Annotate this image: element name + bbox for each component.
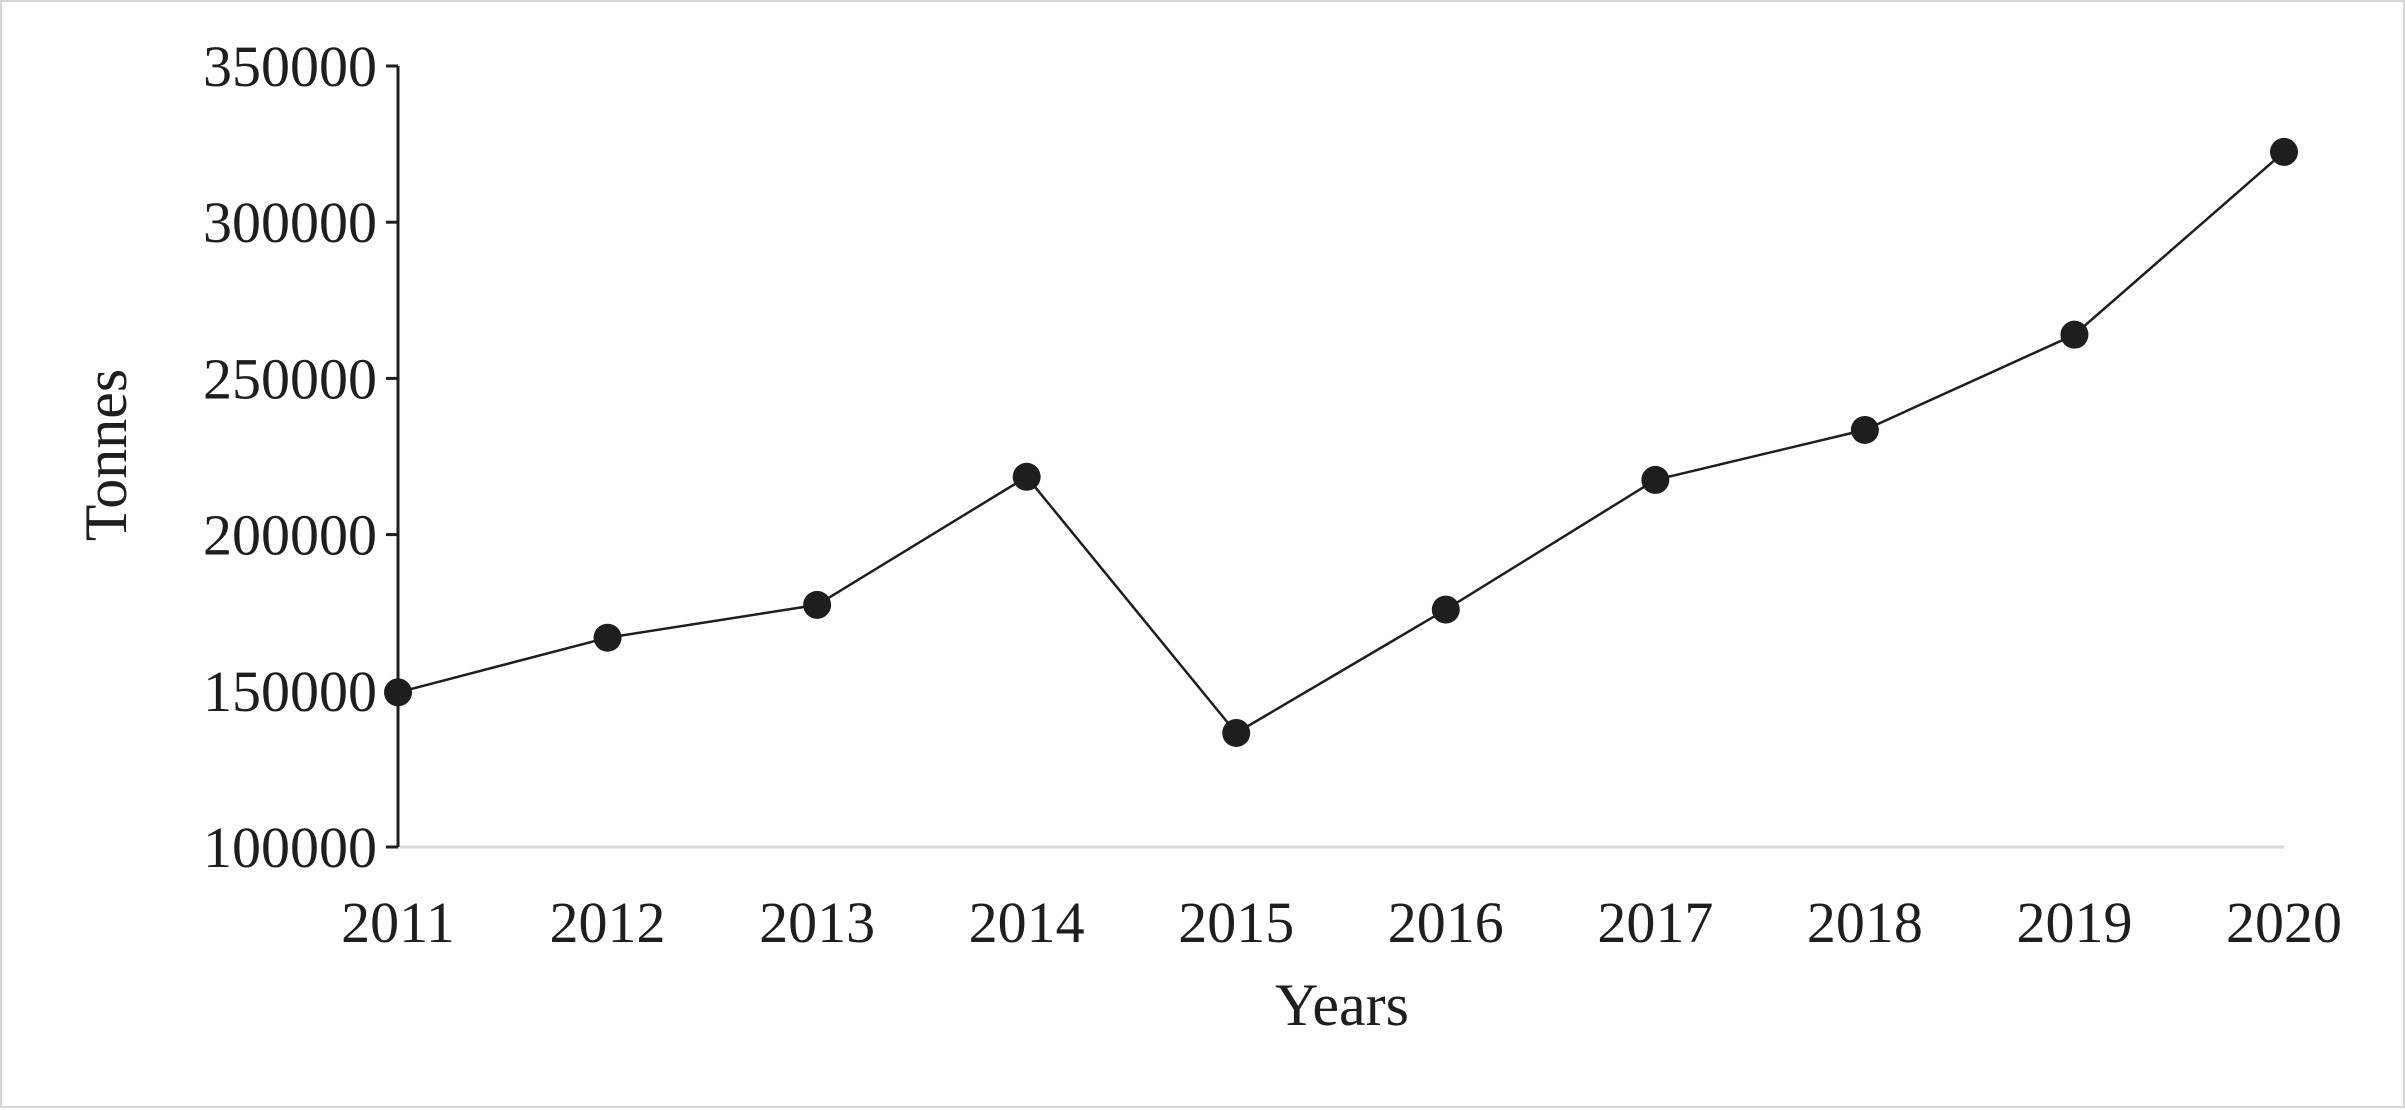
x-tick-label: 2011: [341, 890, 455, 955]
x-tick-label: 2017: [1597, 890, 1713, 955]
x-tick-label: 2014: [969, 890, 1085, 955]
data-point: [1850, 415, 1879, 444]
x-tick-label: 2019: [2016, 890, 2132, 955]
x-tick-label: 2016: [1388, 890, 1504, 955]
x-tick-label: 2012: [550, 890, 666, 955]
y-axis-title: Tonnes: [73, 369, 139, 541]
x-tick-label: 2020: [2226, 890, 2342, 955]
x-tick-labels: 2011 2012 2013 2014 2015 2016 2017 2018 2019 2020: [341, 890, 2342, 955]
y-tick-label: 200000: [203, 503, 377, 568]
axes: [386, 64, 2284, 849]
y-tick-label: 150000: [203, 659, 377, 724]
y-tick-label: 300000: [203, 190, 377, 255]
data-point: [1431, 595, 1460, 624]
data-point: [2270, 137, 2298, 166]
data-markers: [384, 137, 2298, 747]
x-tick-label: 2013: [759, 890, 875, 955]
data-point: [593, 623, 622, 652]
y-tick-labels: 350000 300000 250000 200000 150000 100000: [203, 34, 377, 880]
y-tick-label: 100000: [203, 815, 377, 880]
series-line-path: [397, 150, 2285, 735]
y-tick-label: 350000: [203, 34, 377, 99]
data-point: [1222, 718, 1251, 747]
x-tick-label: 2015: [1178, 890, 1294, 955]
x-axis-title: Years: [1275, 972, 1409, 1038]
data-point: [2060, 320, 2089, 349]
data-point: [1012, 462, 1041, 491]
data-point: [1641, 465, 1670, 494]
data-point: [384, 678, 412, 707]
series-line: [397, 150, 2285, 735]
y-tick-label: 250000: [203, 346, 377, 411]
x-tick-label: 2018: [1807, 890, 1923, 955]
data-point: [803, 590, 832, 619]
